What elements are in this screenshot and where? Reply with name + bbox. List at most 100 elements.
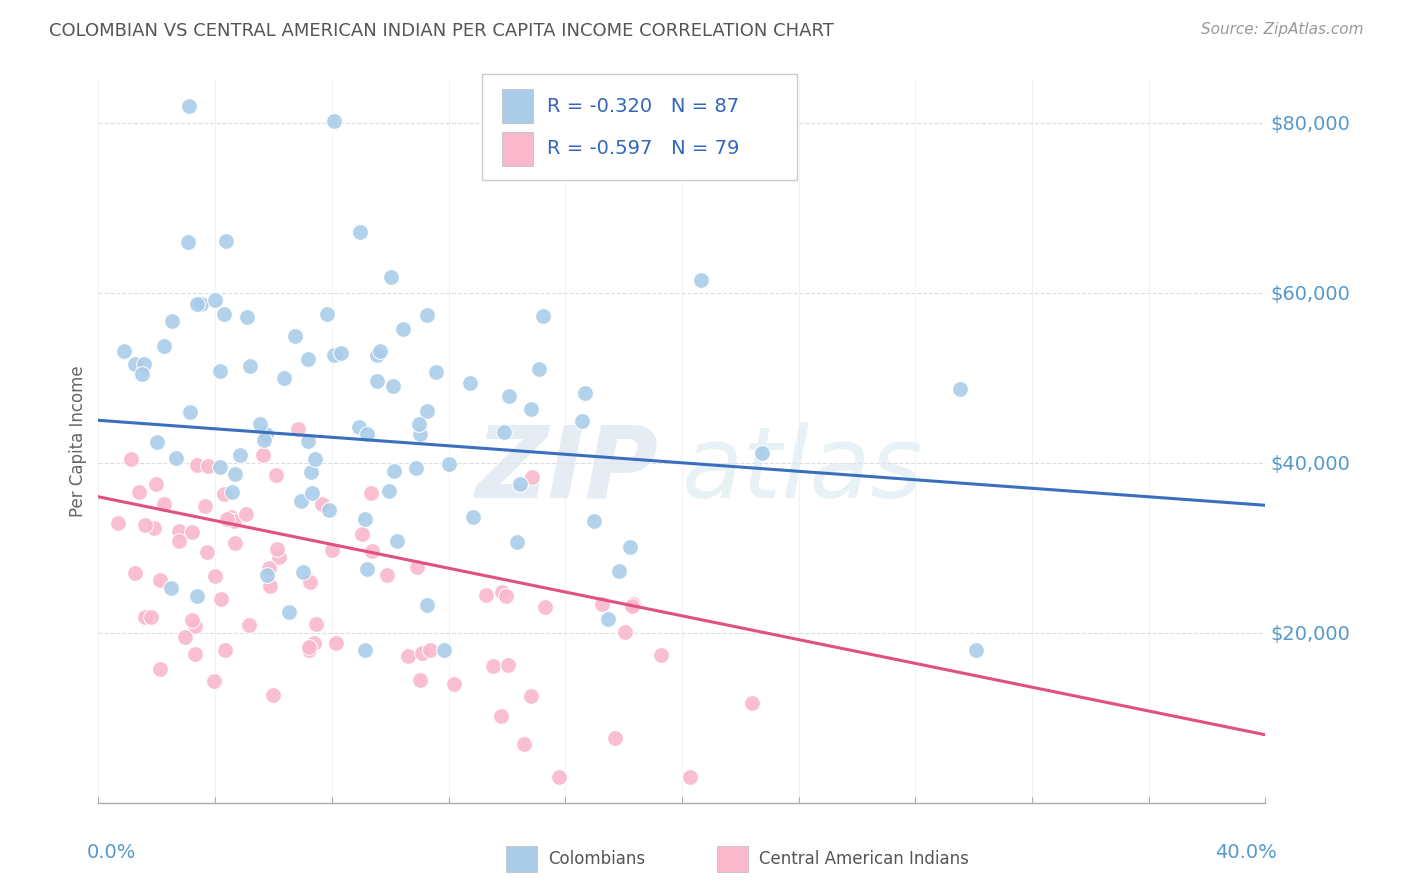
Point (145, 477, 167, 491)
Point (107, 516, 129, 531)
Point (411, 646, 433, 660)
Text: Central American Indians: Central American Indians (759, 850, 969, 868)
Point (266, 541, 288, 556)
Point (409, 673, 432, 687)
Point (153, 339, 176, 353)
Point (375, 568, 398, 582)
Point (257, 561, 280, 575)
Point (160, 582, 183, 596)
Point (186, 458, 208, 472)
Point (287, 422, 309, 436)
Point (184, 618, 207, 632)
Point (679, 770, 702, 784)
Point (142, 521, 165, 535)
Point (221, 484, 243, 499)
Point (215, 234, 238, 248)
Text: Source: ZipAtlas.com: Source: ZipAtlas.com (1201, 22, 1364, 37)
Point (112, 343, 135, 358)
Point (354, 642, 377, 657)
Point (238, 618, 260, 632)
Point (149, 574, 172, 588)
Point (229, 448, 252, 462)
Y-axis label: Per Capita Income: Per Capita Income (69, 366, 87, 517)
Point (495, 589, 517, 603)
Point (120, 451, 142, 466)
Point (298, 643, 321, 657)
Point (360, 485, 382, 500)
Point (433, 642, 456, 657)
Point (378, 483, 401, 498)
Point (179, 405, 201, 419)
Point (180, 613, 202, 627)
Point (621, 597, 644, 611)
Point (650, 648, 672, 662)
Point (252, 448, 274, 462)
Point (177, 99, 200, 113)
Point (366, 348, 388, 362)
Point (329, 346, 352, 360)
Point (132, 357, 155, 371)
Point (481, 658, 503, 673)
Point (392, 321, 415, 335)
Point (381, 379, 404, 393)
Point (214, 642, 236, 657)
Point (128, 485, 150, 500)
Point (195, 545, 218, 559)
Point (209, 592, 232, 607)
Point (197, 458, 219, 473)
Point (284, 329, 307, 343)
Point (325, 636, 347, 650)
Point (322, 348, 344, 362)
Point (212, 487, 235, 501)
Point (349, 419, 371, 434)
Point (224, 536, 246, 550)
Text: R = -0.597   N = 79: R = -0.597 N = 79 (547, 139, 740, 159)
Point (236, 310, 259, 325)
Point (498, 389, 520, 403)
Point (149, 662, 172, 676)
Point (509, 476, 531, 491)
Point (506, 535, 529, 549)
Point (297, 640, 319, 654)
Point (356, 562, 378, 576)
Point (571, 414, 593, 428)
Point (689, 273, 711, 287)
Text: Colombians: Colombians (548, 850, 645, 868)
Point (461, 510, 484, 524)
Point (165, 450, 187, 465)
Point (301, 486, 323, 500)
Text: 0.0%: 0.0% (87, 843, 136, 862)
Point (498, 657, 520, 672)
Point (620, 599, 643, 614)
Point (209, 459, 232, 474)
Point (180, 524, 202, 539)
Point (316, 307, 339, 321)
Point (614, 624, 637, 639)
Text: R = -0.320   N = 87: R = -0.320 N = 87 (547, 96, 740, 116)
Point (416, 404, 439, 418)
Point (167, 534, 190, 549)
Point (262, 688, 284, 702)
Point (184, 648, 207, 662)
Point (352, 526, 374, 541)
Point (145, 434, 167, 449)
Point (253, 434, 276, 448)
Point (609, 565, 631, 579)
Point (491, 584, 513, 599)
Point (297, 434, 319, 448)
Point (443, 677, 465, 691)
Point (416, 308, 439, 322)
Point (548, 770, 571, 784)
Point (354, 512, 377, 526)
Point (160, 314, 183, 328)
Point (311, 497, 333, 511)
Point (406, 559, 429, 574)
Point (489, 709, 512, 723)
Point (124, 566, 146, 580)
Point (177, 235, 200, 250)
Point (304, 451, 326, 466)
Point (134, 518, 156, 533)
Point (217, 512, 239, 526)
Point (458, 376, 481, 391)
Point (304, 635, 326, 649)
